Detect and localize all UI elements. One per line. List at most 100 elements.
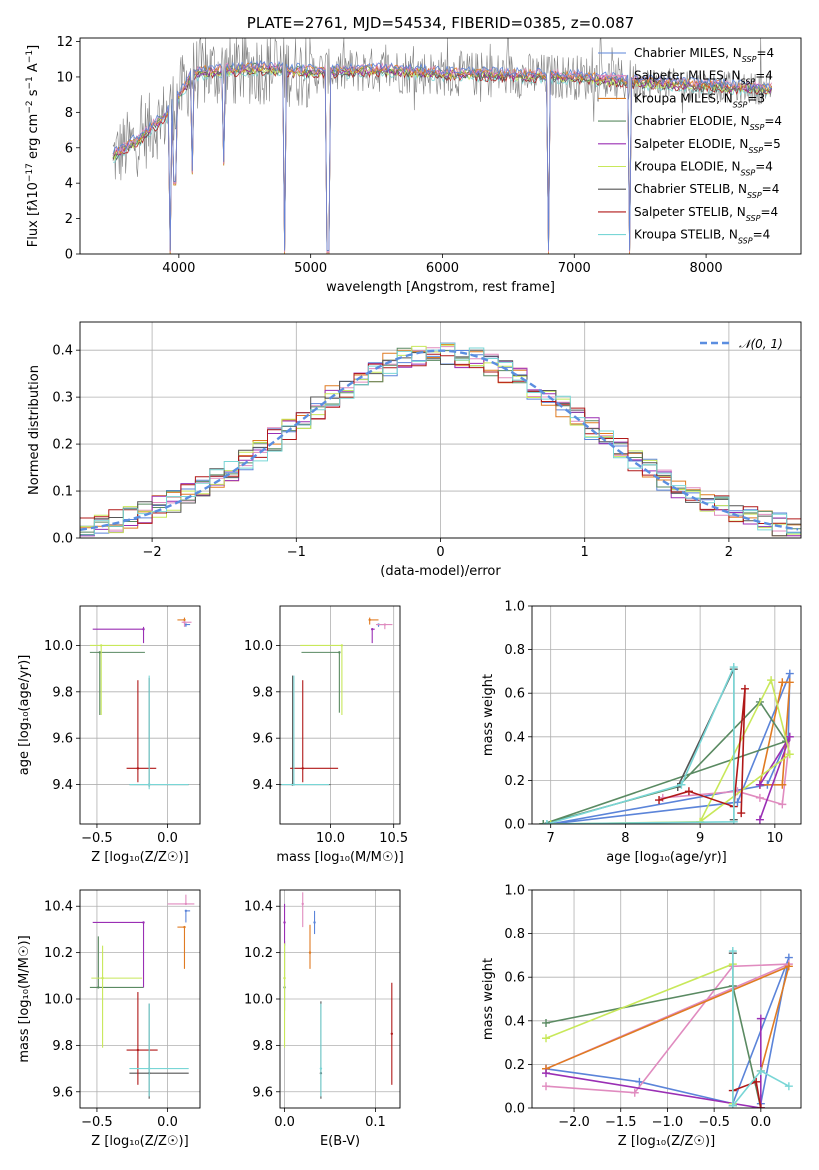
x-axis-label: (data-model)/error — [380, 564, 501, 579]
data-point — [97, 986, 100, 989]
y-tick-label: 2 — [65, 212, 73, 227]
y-tick-label: 0.8 — [504, 927, 525, 942]
x-tick-label: −0.5 — [81, 1115, 113, 1130]
series-marker — [542, 1082, 551, 1091]
legend-nssp: 4 — [765, 160, 773, 174]
y-tick-label: 1.0 — [504, 884, 525, 899]
x-tick-label: 9 — [696, 831, 704, 846]
legend-model-name: Chabrier STELIB — [634, 182, 730, 196]
errorbar-point — [319, 1003, 323, 1097]
y-axis-label-part: −2 — [25, 100, 35, 113]
series-marker — [785, 732, 794, 741]
data-point — [147, 1067, 151, 1070]
y-axis-label-part: Flux [f — [26, 206, 41, 247]
y-tick-label: 9.4 — [252, 778, 273, 793]
y-tick-label: 10.0 — [44, 639, 73, 654]
legend-model-name: Salpeter MILES — [634, 69, 724, 83]
y-tick-label: 10.0 — [244, 993, 273, 1008]
series-marker — [684, 787, 693, 796]
data-point — [184, 909, 188, 913]
series-marker — [778, 800, 787, 809]
mass-vs-ebv-axes: 0.0 0.1 9.6 9.8 10.0 10.2 10.4 E(B-V) — [244, 889, 401, 1149]
series-marker — [784, 1082, 793, 1091]
y-axis-label-part: −1 — [25, 76, 35, 89]
legend-model-name: Salpeter STELIB — [634, 205, 729, 219]
x-tick-label: −2.0 — [558, 1115, 590, 1130]
age-vs-z-plot-area — [89, 617, 192, 790]
legend-nssp: 4 — [765, 69, 773, 83]
data-point — [283, 921, 286, 924]
errorbar-point — [177, 617, 186, 622]
weight-vs-z-axes: −2.0 −1.5 −1.0 −0.5 0.0 0.0 0.2 0.4 0.6 0.8 1.0 Z [… — [481, 884, 802, 1149]
y-tick-label: 0.0 — [52, 532, 73, 547]
errorbar-point — [290, 680, 339, 783]
x-tick-label: 7000 — [558, 261, 591, 276]
residuals-axes: −2 −1 0 1 2 0.0 0.1 0.2 0.3 0.4 (data-model)/error… — [27, 321, 802, 579]
data-point — [368, 618, 371, 622]
series-marker — [542, 1069, 551, 1078]
legend-model-name: Chabrier ELODIE — [634, 114, 733, 128]
series-marker — [542, 1018, 551, 1027]
y-tick-label: 0.4 — [52, 344, 73, 359]
legend-label: Salpeter ELODIE, NSSP=5 — [634, 137, 781, 155]
y-tick-label: 9.8 — [252, 1039, 273, 1054]
x-tick-label: 0.0 — [157, 1115, 178, 1130]
series-marker — [767, 676, 776, 685]
y-tick-label: 10.2 — [244, 946, 273, 961]
legend-model-name: Salpeter ELODIE — [634, 137, 732, 151]
series-line — [545, 1018, 762, 1108]
errorbar-point — [92, 626, 145, 644]
spectrum-model-line — [112, 59, 772, 251]
x-tick-label: 10 — [767, 831, 784, 846]
x-tick-label: 10.5 — [379, 831, 408, 846]
residuals-plot-area — [80, 342, 801, 537]
errorbar-point — [177, 925, 186, 969]
data-point — [292, 783, 296, 786]
errorbar-point — [126, 680, 157, 783]
legend-label: Chabrier ELODIE, NSSP=4 — [634, 114, 782, 132]
y-tick-label: 0.1 — [52, 485, 73, 500]
y-tick-label: 9.8 — [252, 685, 273, 700]
weight-vs-z-frame — [531, 889, 802, 1109]
x-axis-label: Z [log₁₀(Z/Z☉)] — [91, 1134, 188, 1149]
legend-label: Chabrier MILES, NSSP=4 — [634, 46, 774, 64]
y-tick-label: 9.6 — [252, 732, 273, 747]
data-point — [283, 976, 286, 980]
chart-title: PLATE=2761, MJD=54534, FIBERID=0385, z=0… — [247, 14, 634, 32]
y-tick-label: 8 — [65, 106, 73, 121]
y-axis-label-part: erg cm — [26, 114, 41, 163]
series-marker — [542, 820, 551, 824]
legend-label: Kroupa MILES, NSSP=3 — [634, 91, 765, 109]
errorbar-point — [184, 623, 191, 627]
data-point — [308, 951, 312, 954]
data-point — [142, 921, 145, 924]
weight-vs-age-axes: 7 8 9 10 0.0 0.2 0.4 0.6 0.8 1.0 age [log₁₀(age/yr… — [481, 600, 802, 865]
series-line — [550, 673, 791, 824]
x-axis-label: Z [log₁₀(Z/Z☉)] — [618, 1134, 715, 1149]
data-point — [319, 1067, 323, 1070]
age-vs-mass-plot-area — [280, 617, 393, 786]
series-marker — [778, 678, 787, 687]
legend-label: 𝒩(0, 1) — [739, 337, 783, 351]
series-marker — [755, 793, 764, 802]
x-tick-label: 8000 — [690, 261, 723, 276]
x-tick-label: 5000 — [294, 261, 327, 276]
x-tick-label: −0.5 — [81, 831, 113, 846]
y-tick-label: 4 — [65, 177, 73, 192]
series-line — [546, 666, 735, 824]
x-tick-label: 2 — [725, 545, 733, 560]
age-vs-mass-frame — [279, 605, 401, 825]
errorbar-point — [301, 651, 341, 713]
data-point — [383, 623, 387, 626]
x-tick-label: 0.0 — [157, 831, 178, 846]
y-tick-label: 0.2 — [504, 1058, 525, 1073]
x-tick-label: 7 — [547, 831, 555, 846]
y-tick-label: 0.2 — [504, 774, 525, 789]
y-tick-label: 0.2 — [52, 438, 73, 453]
histogram-step — [80, 342, 801, 536]
series-marker — [784, 962, 793, 971]
residuals-legend: 𝒩(0, 1) — [700, 337, 783, 351]
mass-vs-ebv-plot-area — [283, 892, 394, 1099]
errorbar-point — [281, 675, 330, 786]
